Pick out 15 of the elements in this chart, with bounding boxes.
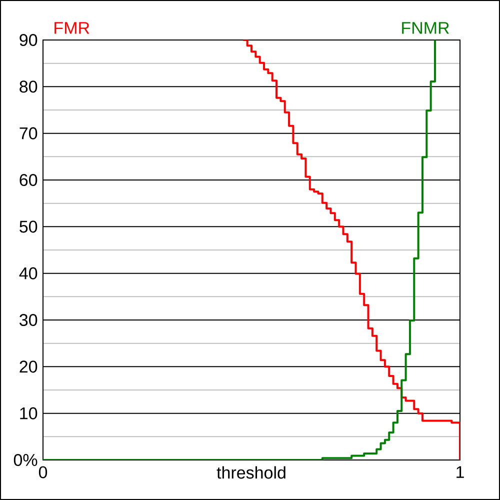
y-tick-label: 50 [20,220,38,233]
y-tick-label: 20 [20,360,38,373]
y-tick-label: 30 [20,314,38,326]
y-tick-label: 80 [20,80,38,93]
text: FMR [54,22,90,34]
y-tick-label: 0% [14,454,38,466]
x-tick-label: 1 [456,466,464,478]
x-axis-title: threshold [216,466,286,479]
y-tick-label: 40 [19,267,38,280]
y-tick-label: 70 [20,127,38,140]
y-tick-label: 60 [20,174,38,186]
y-tick-label: 90 [20,34,38,46]
series-label: FNMR [402,22,450,34]
y-tick-label: 10 [20,407,38,420]
x-tick-label: 0 [38,466,48,478]
